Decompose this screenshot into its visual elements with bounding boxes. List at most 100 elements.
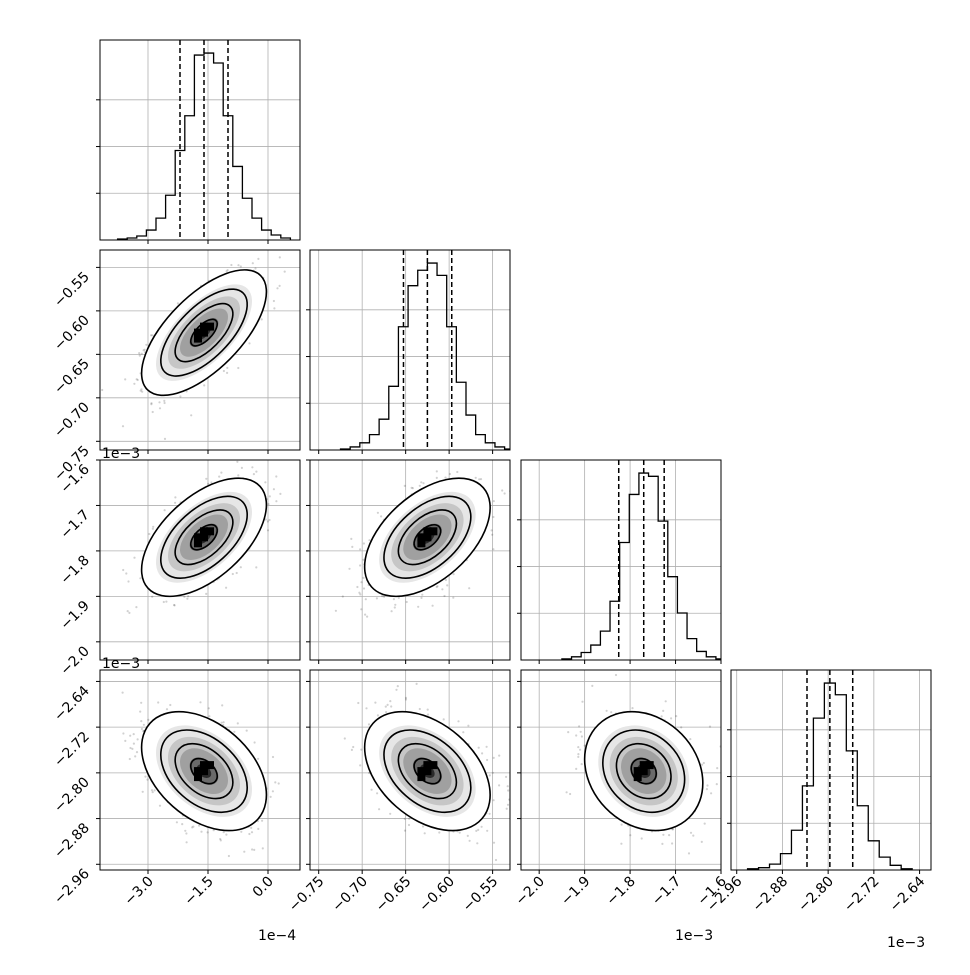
y-tick-label: −1.9 (57, 598, 92, 633)
sample-point (230, 264, 232, 266)
sample-point (273, 307, 275, 309)
sample-point (377, 512, 379, 514)
sample-point (269, 495, 271, 497)
y-tick-label: −0.55 (51, 269, 93, 311)
sample-point (226, 367, 228, 369)
sample-point (253, 849, 255, 851)
sample-point (261, 318, 263, 320)
sample-point (394, 606, 396, 608)
sample-point (445, 579, 447, 581)
sample-point (129, 758, 131, 760)
sample-point (364, 614, 366, 616)
sample-point (159, 407, 161, 409)
sample-point (101, 389, 103, 391)
panel-1-0: −0.75−0.70−0.65−0.60−0.55 (51, 238, 300, 484)
sample-point (137, 738, 139, 740)
sample-point (136, 378, 138, 380)
sample-point (262, 847, 264, 849)
sample-point (226, 372, 228, 374)
sample-point (138, 352, 140, 354)
sample-point (122, 425, 124, 427)
sample-point (246, 730, 248, 732)
sample-point (174, 496, 176, 498)
sample-point (227, 269, 229, 271)
sample-point (144, 776, 146, 778)
sample-point (163, 601, 165, 603)
sample-point (273, 488, 275, 490)
y-tick-label: −0.70 (51, 399, 93, 441)
sample-point (254, 267, 256, 269)
sample-point (174, 502, 176, 504)
sample-point (276, 287, 278, 289)
sample-point (205, 593, 207, 595)
y-tick-label: −1.8 (57, 552, 92, 587)
sample-point (237, 474, 239, 476)
sample-point (363, 542, 365, 544)
sample-point (419, 485, 421, 487)
sample-point (140, 702, 142, 704)
sample-point (255, 471, 257, 473)
sample-point (159, 805, 161, 807)
sample-point (225, 834, 227, 836)
sample-point (267, 503, 269, 505)
sample-point (365, 598, 367, 600)
sample-point (152, 791, 154, 793)
sample-point (406, 601, 408, 603)
sample-point (240, 265, 242, 267)
sample-point (205, 478, 207, 480)
sample-point (248, 342, 250, 344)
sample-point (221, 704, 223, 706)
sample-point (380, 515, 382, 517)
sample-point (348, 568, 350, 570)
sample-point (164, 509, 166, 511)
panel-frame (100, 40, 300, 240)
sample-point (221, 722, 223, 724)
sample-point (135, 606, 137, 608)
sample-point (152, 526, 154, 528)
sample-point (359, 548, 361, 550)
sample-point (141, 353, 143, 355)
sample-point (122, 569, 124, 571)
sample-point (158, 401, 160, 403)
sample-point (257, 258, 259, 260)
sample-point (129, 735, 131, 737)
sample-point (342, 595, 344, 597)
sample-point (335, 610, 337, 612)
sample-point (253, 473, 255, 475)
sample-point (203, 384, 205, 386)
sample-point (146, 779, 148, 781)
y-tick-label: −0.65 (51, 356, 93, 398)
sample-point (255, 566, 257, 568)
panel-frame (310, 250, 510, 450)
sample-point (148, 533, 150, 535)
sample-point (475, 477, 477, 479)
sample-point (436, 477, 438, 479)
sample-point (444, 477, 446, 479)
sample-point (207, 831, 209, 833)
sample-point (279, 256, 281, 258)
sample-point (421, 594, 423, 596)
sample-point (383, 596, 385, 598)
sample-point (133, 383, 135, 385)
sample-point (186, 598, 188, 600)
density-peak (200, 323, 208, 331)
sample-point (491, 534, 493, 536)
sample-point (179, 395, 181, 397)
sample-point (240, 566, 242, 568)
sample-point (237, 264, 239, 266)
sample-point (251, 848, 253, 850)
sample-point (268, 519, 270, 521)
sample-point (208, 715, 210, 717)
sample-point (223, 721, 225, 723)
sample-point (284, 271, 286, 273)
y-tick-label: −2.0 (57, 643, 92, 678)
sample-point (436, 470, 438, 472)
panel-2-0: −2.0−1.9−1.8−1.7−1.61e−3 (57, 445, 300, 678)
panel-2-1 (306, 456, 512, 664)
sample-point (441, 588, 443, 590)
sample-point (237, 722, 239, 724)
sample-point (133, 557, 135, 559)
y-offset-label: 1e−3 (102, 446, 140, 462)
